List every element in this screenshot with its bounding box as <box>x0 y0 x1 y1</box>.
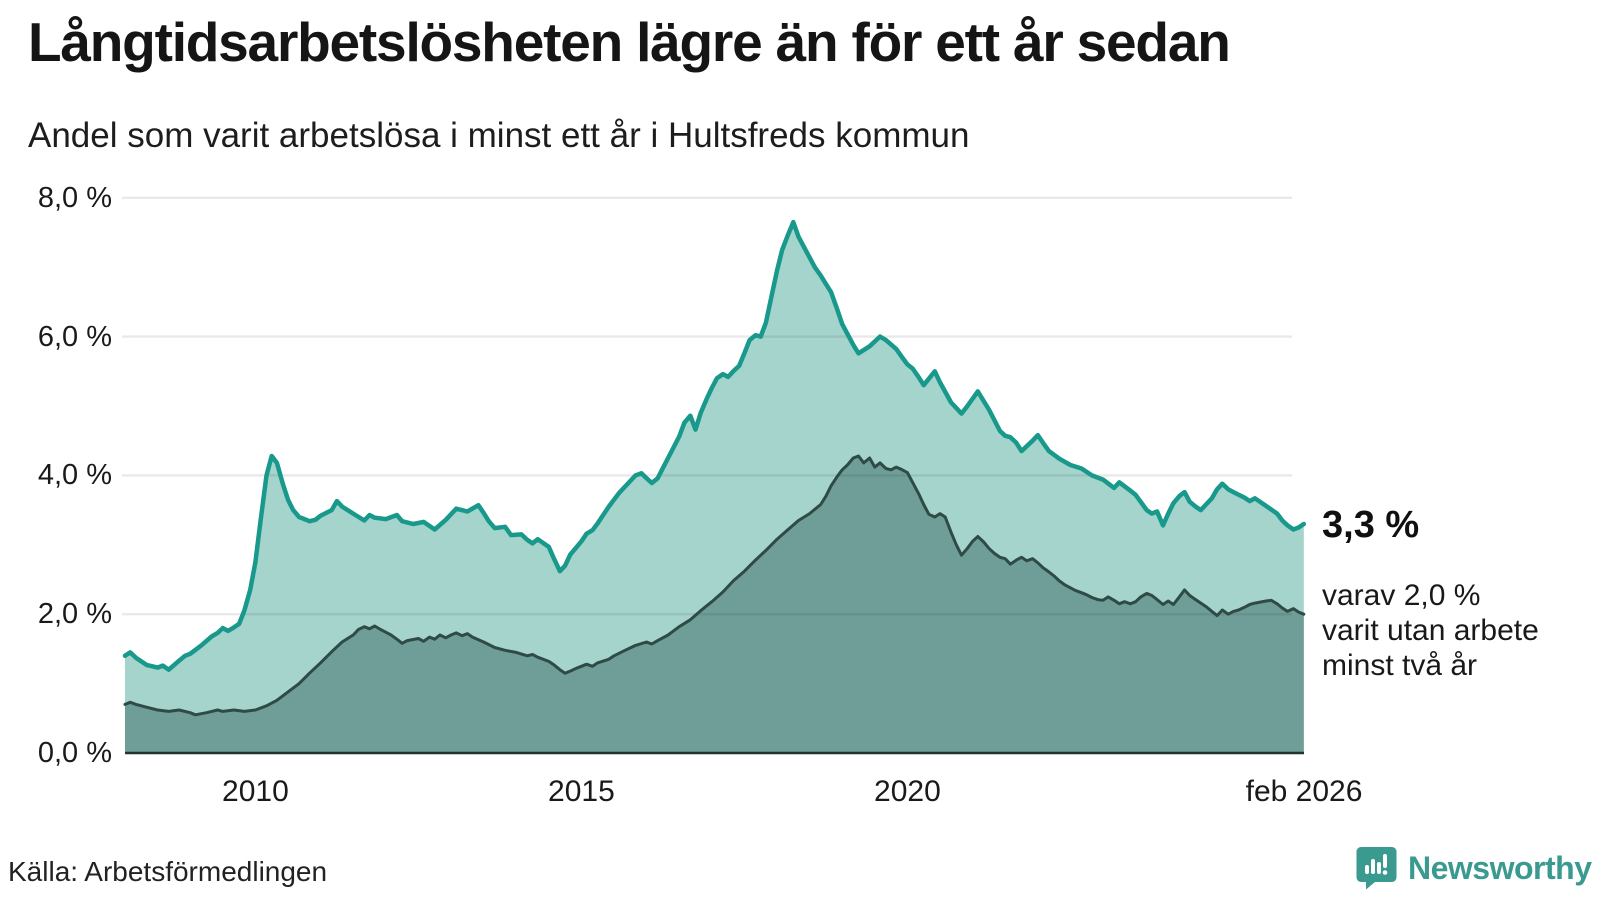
logo-bar-short <box>1365 865 1369 874</box>
logo-bar-tall <box>1371 859 1375 874</box>
end-value-detail-line-3: minst två år <box>1322 649 1478 682</box>
logo-bubble <box>1356 847 1397 890</box>
newsworthy-brand: Newsworthy <box>1356 846 1592 890</box>
end-value-label: 3,3 % <box>1322 504 1420 546</box>
end-value-detail: varav 2,0 % varit utan arbete minst två … <box>1322 578 1539 683</box>
logo-bar-mid <box>1377 862 1381 874</box>
end-value-detail-line-2: varit utan arbete <box>1322 614 1539 647</box>
end-value-detail-line-1: varav 2,0 % <box>1322 579 1481 612</box>
page-title: Långtidsarbetslösheten lägre än för ett … <box>28 11 1231 73</box>
source-credit: Källa: Arbetsförmedlingen <box>8 856 328 887</box>
chart-subtitle: Andel som varit arbetslösa i minst ett å… <box>28 116 970 155</box>
newsworthy-logo-icon <box>1356 847 1397 890</box>
brand-wordmark: Newsworthy <box>1408 849 1592 886</box>
logo-exclamation-stem <box>1383 854 1387 868</box>
area-fill-two-years <box>125 456 1304 753</box>
series-line-one-year <box>122 219 1307 672</box>
logo-exclamation-dot <box>1382 870 1388 875</box>
series-line-two-years <box>123 454 1306 717</box>
